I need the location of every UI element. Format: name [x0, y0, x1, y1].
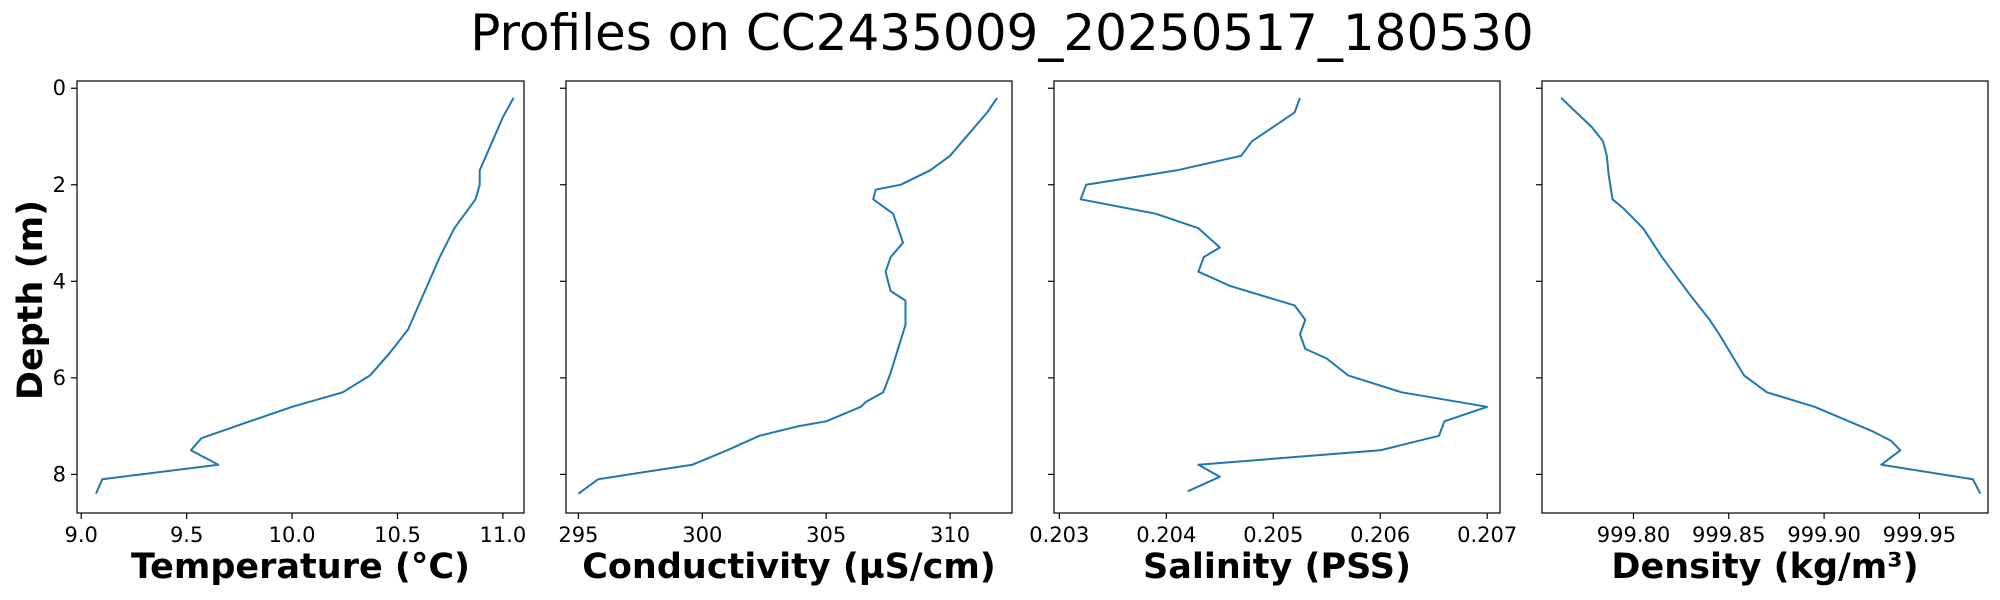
x-tick-label: 295	[558, 523, 598, 547]
x-axis-label: Temperature (°C)	[131, 547, 470, 587]
x-tick-label: 999.95	[1883, 523, 1956, 547]
y-tick-label: 4	[53, 269, 66, 293]
x-tick-label: 9.5	[170, 523, 203, 547]
axes-frame	[76, 80, 525, 514]
x-tick-label: 0.205	[1243, 523, 1303, 547]
x-tick-label: 10.5	[374, 523, 421, 547]
x-tick-label: 0.204	[1136, 523, 1196, 547]
axes-frame	[1541, 80, 1989, 514]
x-tick-label: 0.206	[1350, 523, 1410, 547]
x-tick-label: 999.90	[1787, 523, 1860, 547]
series-line	[95, 97, 515, 495]
x-axis-label: Density (kg/m³)	[1611, 547, 1918, 587]
x-tick-label: 11.0	[480, 523, 527, 547]
series-line	[1079, 97, 1489, 493]
x-tick-label: 999.80	[1597, 523, 1670, 547]
axes-frame	[1053, 80, 1501, 514]
y-tick-label: 8	[53, 462, 66, 486]
x-tick-label: 0.203	[1029, 523, 1089, 547]
series-line	[577, 97, 998, 495]
y-tick-label: 0	[53, 76, 66, 100]
y-axis-label: Depth (m)	[11, 200, 51, 400]
x-tick-label: 305	[806, 523, 846, 547]
x-tick-label: 0.207	[1457, 523, 1517, 547]
series-line	[1560, 97, 1982, 495]
x-axis-label: Conductivity (µS/cm)	[582, 547, 996, 587]
panel-1: 9.0 9.5 10.0 10.5 11.0 0 2 4 6 8 Temperature (°C)	[53, 76, 527, 587]
x-tick-label: 310	[930, 523, 970, 547]
x-axis-label: Salinity (PSS)	[1143, 547, 1411, 587]
y-tick-label: 2	[53, 173, 66, 197]
x-tick-label: 10.0	[269, 523, 316, 547]
panels: 9.0 9.5 10.0 10.5 11.0 0 2 4 6 8 Temperature (°C) 2…	[53, 76, 1989, 587]
y-tick-label: 6	[53, 366, 66, 390]
panel-3: 0.203 0.204 0.205 0.206 0.207 Salinity (PSS)	[1029, 80, 1517, 587]
x-tick-label: 999.85	[1692, 523, 1765, 547]
axes-frame	[565, 80, 1013, 514]
figure-title: Profiles on CC2435009_20250517_180530	[470, 4, 1533, 62]
x-tick-label: 300	[682, 523, 722, 547]
x-tick-label: 9.0	[65, 523, 98, 547]
